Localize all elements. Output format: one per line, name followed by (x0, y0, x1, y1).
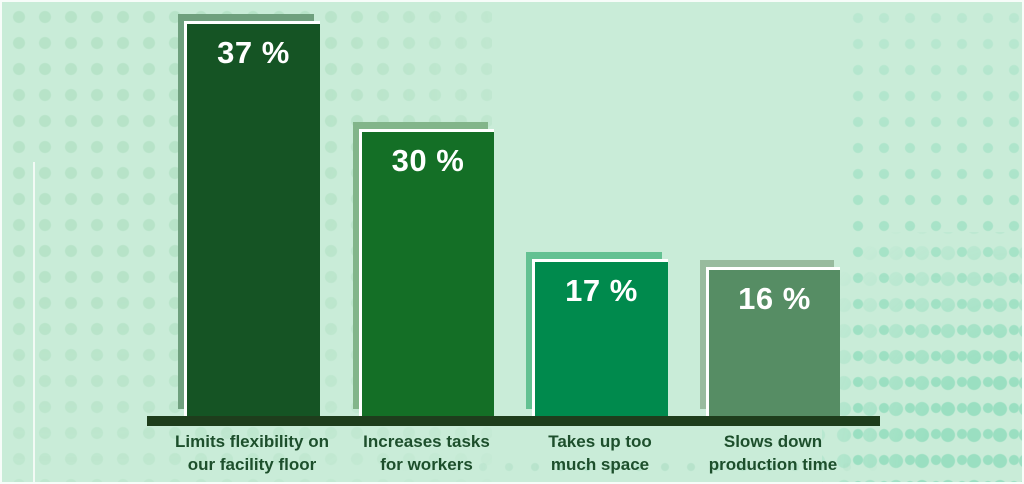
bar-category-label: Increases tasks for workers (315, 431, 539, 476)
category-label-line1: Takes up too (548, 432, 652, 451)
category-label-line1: Increases tasks (363, 432, 490, 451)
bar-group: 37 % (178, 14, 320, 416)
category-label-line1: Slows down (723, 432, 823, 451)
bar-category-label: Limits flexibility on our facility floor (140, 431, 364, 476)
category-label-line2: much space (550, 454, 650, 474)
bar-category-label: Slows down production time (661, 431, 885, 476)
bar: 30 % (359, 129, 494, 416)
background-seam-line (33, 162, 35, 482)
bar-percent-label: 30 % (391, 143, 465, 178)
x-axis-baseline (147, 416, 880, 426)
bar: 37 % (184, 21, 320, 416)
bar-group: 17 % (526, 252, 668, 416)
bar-group: 16 % (700, 260, 840, 416)
bar: 16 % (706, 267, 840, 416)
bar-percent-label: 17 % (565, 273, 638, 308)
bar: 17 % (532, 259, 668, 416)
category-label-line2: production time (708, 454, 838, 474)
category-label-line2: our facility floor (187, 454, 317, 474)
bar-percent-label: 16 % (738, 281, 811, 316)
bar-category-label: Takes up too much space (488, 431, 712, 476)
bar-percent-label: 37 % (217, 35, 290, 70)
bar-group: 30 % (353, 122, 494, 416)
category-label-line1: Limits flexibility on (175, 432, 329, 451)
halftone-dots-right (844, 2, 1022, 482)
category-label-line2: for workers (380, 454, 473, 474)
